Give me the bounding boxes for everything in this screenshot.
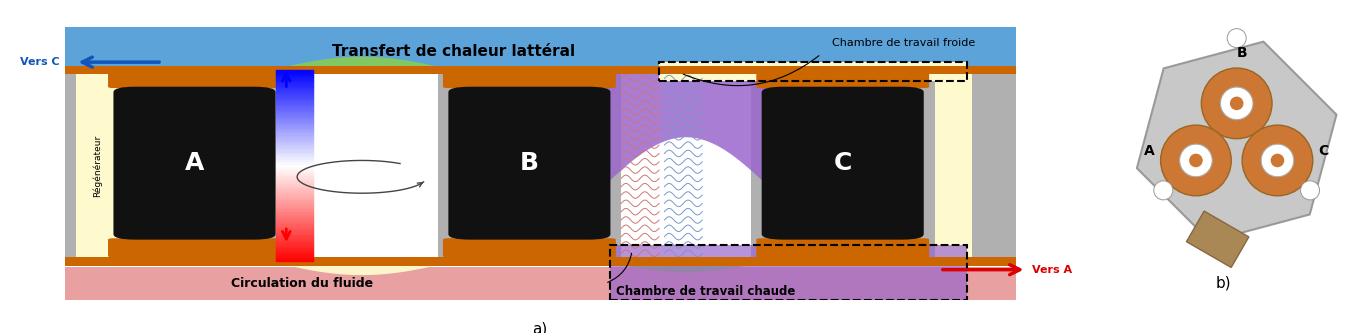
Circle shape xyxy=(1189,154,1203,167)
Polygon shape xyxy=(605,261,766,272)
Circle shape xyxy=(1180,144,1212,177)
Circle shape xyxy=(1230,97,1243,110)
FancyBboxPatch shape xyxy=(438,70,621,261)
FancyBboxPatch shape xyxy=(103,70,287,261)
Text: Chambre de travail chaude: Chambre de travail chaude xyxy=(616,285,795,298)
FancyBboxPatch shape xyxy=(76,70,118,261)
FancyBboxPatch shape xyxy=(443,238,616,257)
Circle shape xyxy=(1161,125,1231,196)
Text: Vers C: Vers C xyxy=(20,57,60,67)
FancyBboxPatch shape xyxy=(109,238,281,257)
Text: Vers A: Vers A xyxy=(1031,265,1072,275)
Circle shape xyxy=(1201,68,1272,139)
Circle shape xyxy=(1261,144,1294,177)
FancyBboxPatch shape xyxy=(448,87,610,240)
FancyBboxPatch shape xyxy=(610,245,968,300)
Text: a): a) xyxy=(533,322,548,333)
Polygon shape xyxy=(605,70,766,185)
Text: Régénérateur: Régénérateur xyxy=(92,135,102,197)
Circle shape xyxy=(1227,29,1246,48)
FancyBboxPatch shape xyxy=(772,76,913,250)
FancyBboxPatch shape xyxy=(973,70,1015,261)
FancyBboxPatch shape xyxy=(109,69,281,88)
FancyBboxPatch shape xyxy=(124,76,265,250)
Text: Circulation du fluide: Circulation du fluide xyxy=(231,277,374,290)
Polygon shape xyxy=(1137,42,1336,241)
Text: Chambre de travail froide: Chambre de travail froide xyxy=(832,38,976,48)
FancyBboxPatch shape xyxy=(443,69,616,88)
Circle shape xyxy=(1301,181,1320,200)
Text: Transfert de chaleur lattéral: Transfert de chaleur lattéral xyxy=(332,44,575,59)
FancyBboxPatch shape xyxy=(65,66,1015,75)
Circle shape xyxy=(1242,125,1313,196)
FancyBboxPatch shape xyxy=(930,70,973,261)
Text: C: C xyxy=(1318,144,1329,158)
Text: B: B xyxy=(1237,46,1248,60)
FancyBboxPatch shape xyxy=(1186,211,1249,267)
FancyBboxPatch shape xyxy=(65,267,1015,300)
FancyBboxPatch shape xyxy=(761,87,924,240)
FancyBboxPatch shape xyxy=(659,62,968,81)
Circle shape xyxy=(1154,181,1173,200)
Circle shape xyxy=(1220,87,1253,120)
FancyBboxPatch shape xyxy=(459,76,599,250)
FancyBboxPatch shape xyxy=(752,70,935,261)
Text: C: C xyxy=(833,151,852,175)
FancyBboxPatch shape xyxy=(65,27,1015,68)
Text: b): b) xyxy=(1215,276,1231,291)
Circle shape xyxy=(1271,154,1284,167)
FancyBboxPatch shape xyxy=(65,257,1015,266)
FancyBboxPatch shape xyxy=(756,69,930,88)
FancyBboxPatch shape xyxy=(113,87,276,240)
FancyBboxPatch shape xyxy=(65,70,109,261)
Polygon shape xyxy=(270,261,454,275)
FancyBboxPatch shape xyxy=(756,238,930,257)
Text: A: A xyxy=(1144,144,1155,158)
Text: A: A xyxy=(185,151,204,175)
Polygon shape xyxy=(270,57,454,70)
Text: B: B xyxy=(520,151,540,175)
